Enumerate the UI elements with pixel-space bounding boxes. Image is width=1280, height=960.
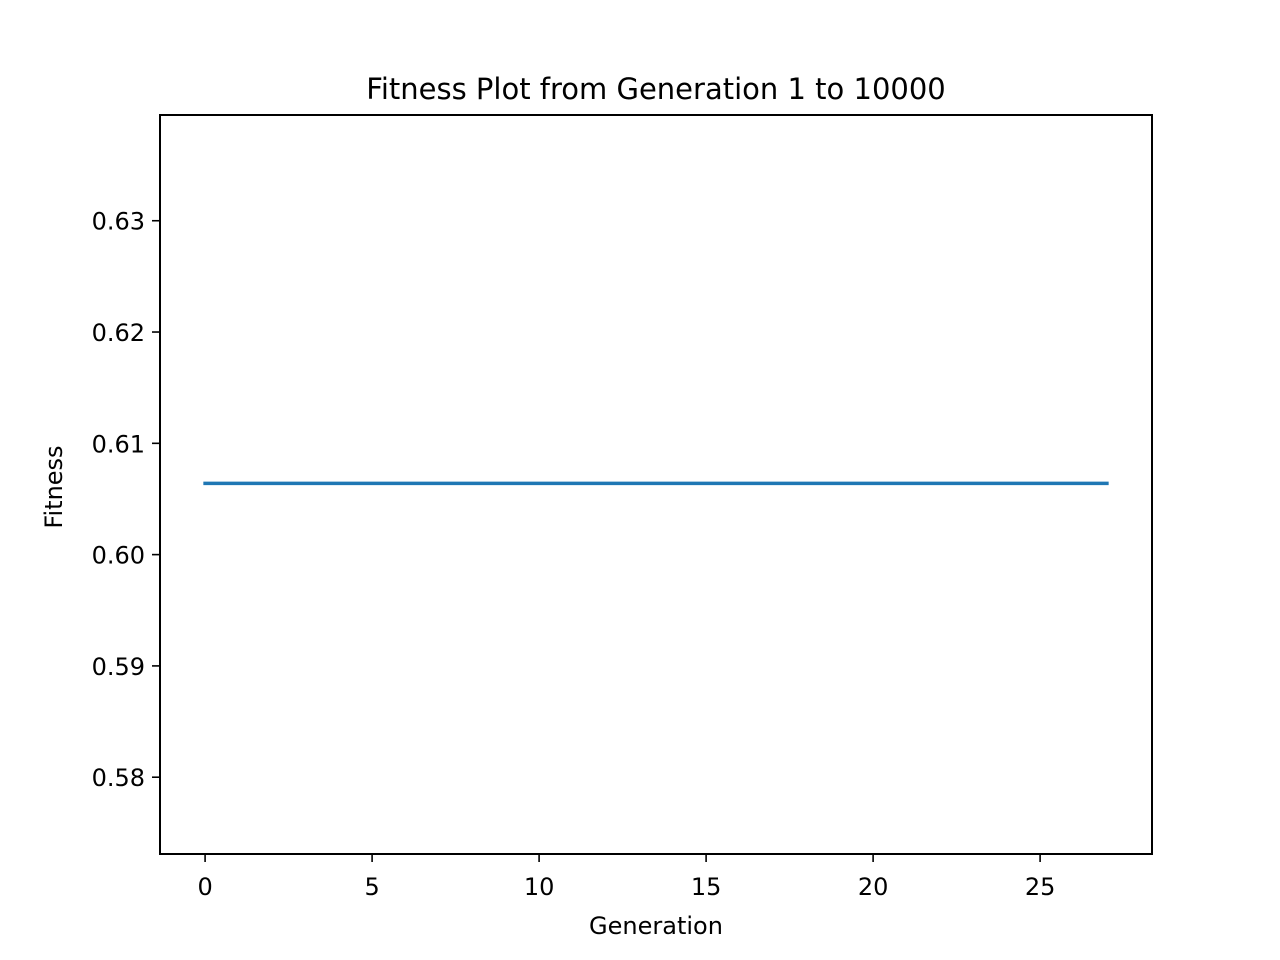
x-tick-label: 0 bbox=[197, 873, 212, 901]
x-tick-label: 20 bbox=[858, 873, 889, 901]
x-axis-ticks: 0 5 10 15 20 25 bbox=[197, 854, 1055, 901]
x-tick-label: 15 bbox=[691, 873, 722, 901]
y-tick-label: 0.62 bbox=[92, 319, 145, 347]
y-axis-label: Fitness bbox=[40, 445, 68, 528]
x-tick-label: 5 bbox=[364, 873, 379, 901]
x-tick-label: 10 bbox=[524, 873, 555, 901]
y-tick-label: 0.58 bbox=[92, 764, 145, 792]
y-tick-label: 0.61 bbox=[92, 430, 145, 458]
y-tick-label: 0.59 bbox=[92, 653, 145, 681]
x-axis-label: Generation bbox=[589, 912, 723, 940]
chart-title: Fitness Plot from Generation 1 to 10000 bbox=[366, 72, 946, 106]
y-axis-ticks: 0.58 0.59 0.60 0.61 0.62 0.63 bbox=[92, 208, 160, 792]
plot-frame bbox=[159, 114, 1153, 855]
x-tick-label: 25 bbox=[1025, 873, 1056, 901]
y-tick-label: 0.63 bbox=[92, 208, 145, 236]
y-tick-label: 0.60 bbox=[92, 542, 145, 570]
